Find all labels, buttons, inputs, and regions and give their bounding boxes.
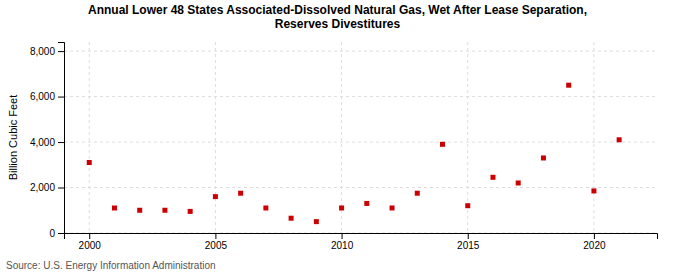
plot-area: 2000 2005 2010 2015 2020 0 2,000 4,000 6,000 8,00…: [30, 42, 658, 251]
x-grid-line: [593, 42, 594, 233]
y-grid-line: [64, 187, 657, 188]
y-grid-line: [64, 96, 657, 97]
point: [516, 180, 521, 185]
point: [390, 205, 395, 210]
y-tick-label: 6,000: [30, 91, 55, 102]
x-grid-line: [341, 42, 342, 233]
title-line: Reserves Divestitures: [275, 17, 401, 31]
point: [238, 191, 243, 196]
title-line: Annual Lower 48 States Associated-Dissol…: [88, 3, 587, 17]
title: Annual Lower 48 States Associated-Dissol…: [88, 3, 587, 31]
y-axis: 0 2,000 4,000 6,000 8,000: [30, 43, 65, 239]
y-tick-mark: [58, 233, 64, 234]
y-grid-line: [64, 142, 657, 143]
point: [415, 191, 420, 196]
y-tick-mark: [58, 97, 64, 98]
y-tick-mark: [58, 51, 64, 52]
chart-svg: 2000 2005 2010 2015 2020 0 2,000 4,000 6,000 8,00…: [0, 0, 675, 275]
y-axis-label: Billion Cubic Feet: [7, 95, 19, 181]
point: [213, 194, 218, 199]
x-grid-line: [89, 42, 90, 233]
point: [188, 209, 193, 214]
x-tick: 2015: [457, 233, 480, 251]
x-tick-mark: [215, 233, 216, 239]
points: [87, 83, 622, 224]
point: [617, 137, 622, 142]
point: [87, 160, 92, 165]
x-tick-mark: [594, 233, 595, 239]
x-tick-mark: [342, 233, 343, 239]
y-tick-label: 8,000: [30, 46, 55, 57]
y-tick: 8,000: [30, 46, 64, 57]
point: [289, 216, 294, 221]
x-tick-label: 2005: [205, 240, 228, 251]
y-grid-line: [64, 51, 657, 52]
x-tick-label: 2020: [583, 240, 606, 251]
x-tick: 2000: [79, 233, 102, 251]
x-tick-label: 2000: [79, 240, 102, 251]
point: [364, 201, 369, 206]
point: [137, 208, 142, 213]
x-axis: 2000 2005 2010 2015 2020: [65, 233, 658, 251]
point: [314, 219, 319, 224]
x-axis-line: [65, 234, 658, 240]
y-tick: 0: [49, 228, 64, 239]
x-tick-mark: [89, 233, 90, 239]
point: [162, 208, 167, 213]
x-tick: 2005: [205, 233, 228, 251]
point: [112, 205, 117, 210]
point: [591, 188, 596, 193]
point: [490, 175, 495, 180]
point: [440, 142, 445, 147]
chart-container: 2000 2005 2010 2015 2020 0 2,000 4,000 6,000 8,00…: [0, 0, 675, 275]
y-tick-label: 0: [49, 228, 55, 239]
y-tick: 6,000: [30, 91, 64, 102]
y-tick: 2,000: [30, 182, 64, 193]
point: [541, 155, 546, 160]
x-grid-line: [215, 42, 216, 233]
point: [339, 205, 344, 210]
x-tick-label: 2010: [331, 240, 354, 251]
point: [263, 205, 268, 210]
y-axis-line: [58, 43, 65, 234]
y-tick-label: 2,000: [30, 182, 55, 193]
source-annotation: Source: U.S. Energy Information Administ…: [6, 260, 216, 271]
y-tick-mark: [58, 142, 64, 143]
x-tick-label: 2015: [457, 240, 480, 251]
y-tick: 4,000: [30, 137, 64, 148]
y-tick-mark: [58, 188, 64, 189]
x-tick-mark: [468, 233, 469, 239]
point: [566, 83, 571, 88]
x-tick: 2010: [331, 233, 354, 251]
grid: [64, 42, 657, 233]
x-tick: 2020: [583, 233, 606, 251]
y-tick-label: 4,000: [30, 137, 55, 148]
point: [465, 203, 470, 208]
